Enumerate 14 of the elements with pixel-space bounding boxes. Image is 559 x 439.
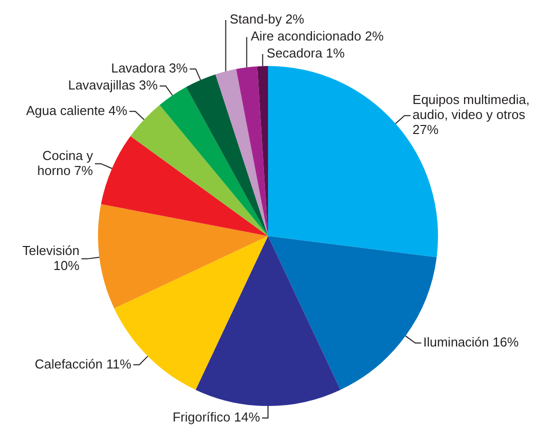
slice-label: Lavadora 3% [111, 60, 188, 76]
slice-label: Televisión [22, 242, 80, 258]
slice-label: Frigorífico 14% [172, 410, 260, 425]
data-label: 10% [53, 258, 80, 273]
slice-label: Cocina y horno 7% [37, 148, 94, 178]
slice-label: Iluminación 16% [423, 334, 520, 350]
slice-label: Lavavajillas 3% [68, 78, 158, 93]
slice-label: Aire acondicionado 2% [250, 28, 384, 44]
slice-label: Equipos multimedia, audio, video y otros [412, 92, 530, 122]
data-label: 27% [412, 122, 439, 138]
slice-label: Agua caliente 4% [26, 102, 128, 118]
slice-label: Calefacción 11% [34, 356, 132, 372]
slice-label: Secadora 1% [266, 46, 346, 61]
slice-label: Stand-by 2% [230, 12, 305, 27]
